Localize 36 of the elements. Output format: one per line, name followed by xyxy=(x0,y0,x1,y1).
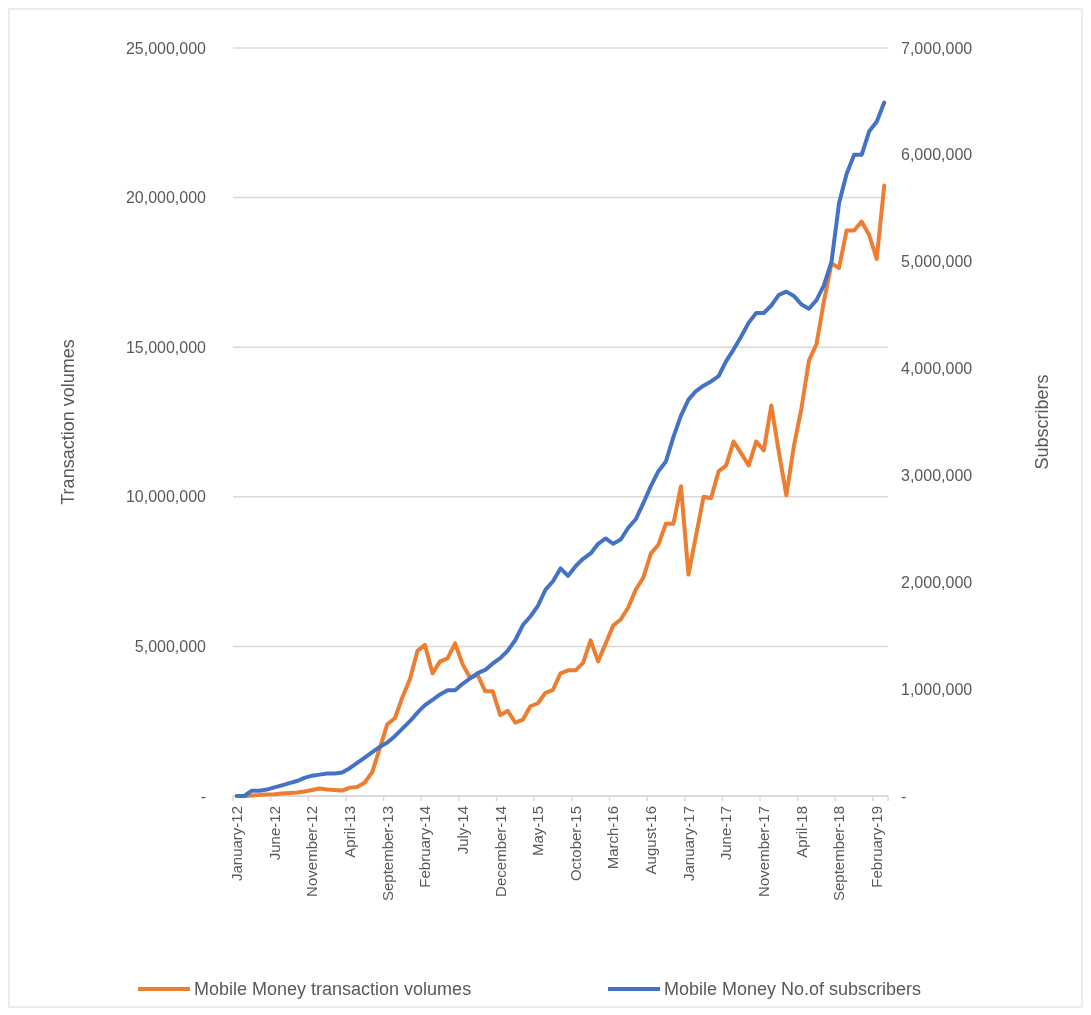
y-tick-label: 20,000,000 xyxy=(125,189,207,207)
x-tick-label: June-12 xyxy=(265,806,283,861)
y-tick-label: - xyxy=(200,787,206,805)
y2-tick-label: 3,000,000 xyxy=(901,467,973,485)
y2-tick-label: 4,000,000 xyxy=(901,360,973,378)
y-axis-title: Transaction volumes xyxy=(58,339,78,505)
y2-tick-label: 5,000,000 xyxy=(901,253,973,271)
x-tick-label: February-14 xyxy=(416,806,434,888)
y2-axis-title: Subscribers xyxy=(1032,374,1052,470)
x-tick-label: August-16 xyxy=(642,806,660,875)
x-tick-label: December-14 xyxy=(491,806,509,897)
x-tick-label: November-17 xyxy=(755,806,773,897)
x-tick-label: January-17 xyxy=(679,806,697,882)
x-tick-label: January-12 xyxy=(228,806,246,882)
x-tick-label: April-18 xyxy=(792,806,810,858)
x-tick-label: September-13 xyxy=(378,806,396,902)
y2-tick-label: 1,000,000 xyxy=(901,680,973,698)
y2-tick-label: 6,000,000 xyxy=(901,146,973,164)
y2-tick-label: 2,000,000 xyxy=(901,573,973,591)
x-tick-label: May-15 xyxy=(529,806,547,857)
y2-tick-label: 7,000,000 xyxy=(901,39,973,57)
x-tick-label: October-15 xyxy=(566,806,584,882)
y2-tick-label: - xyxy=(901,787,907,805)
x-tick-label: June-17 xyxy=(717,806,735,861)
y-tick-label: 25,000,000 xyxy=(125,39,207,57)
x-tick-label: March-16 xyxy=(604,806,622,870)
x-tick-label: February-19 xyxy=(867,806,885,888)
y-tick-label: 10,000,000 xyxy=(125,488,207,506)
y-tick-label: 15,000,000 xyxy=(125,338,207,356)
y-tick-label: 5,000,000 xyxy=(134,638,207,655)
x-tick-label: September-18 xyxy=(830,806,848,902)
legend-label: Mobile Money No.of subscribers xyxy=(664,979,922,1000)
x-tick-label: April-13 xyxy=(340,806,358,858)
x-tick-label: July-14 xyxy=(453,806,471,855)
legend-label: Mobile Money transaction volumes xyxy=(194,979,472,1000)
x-tick-label: November-12 xyxy=(303,806,321,897)
